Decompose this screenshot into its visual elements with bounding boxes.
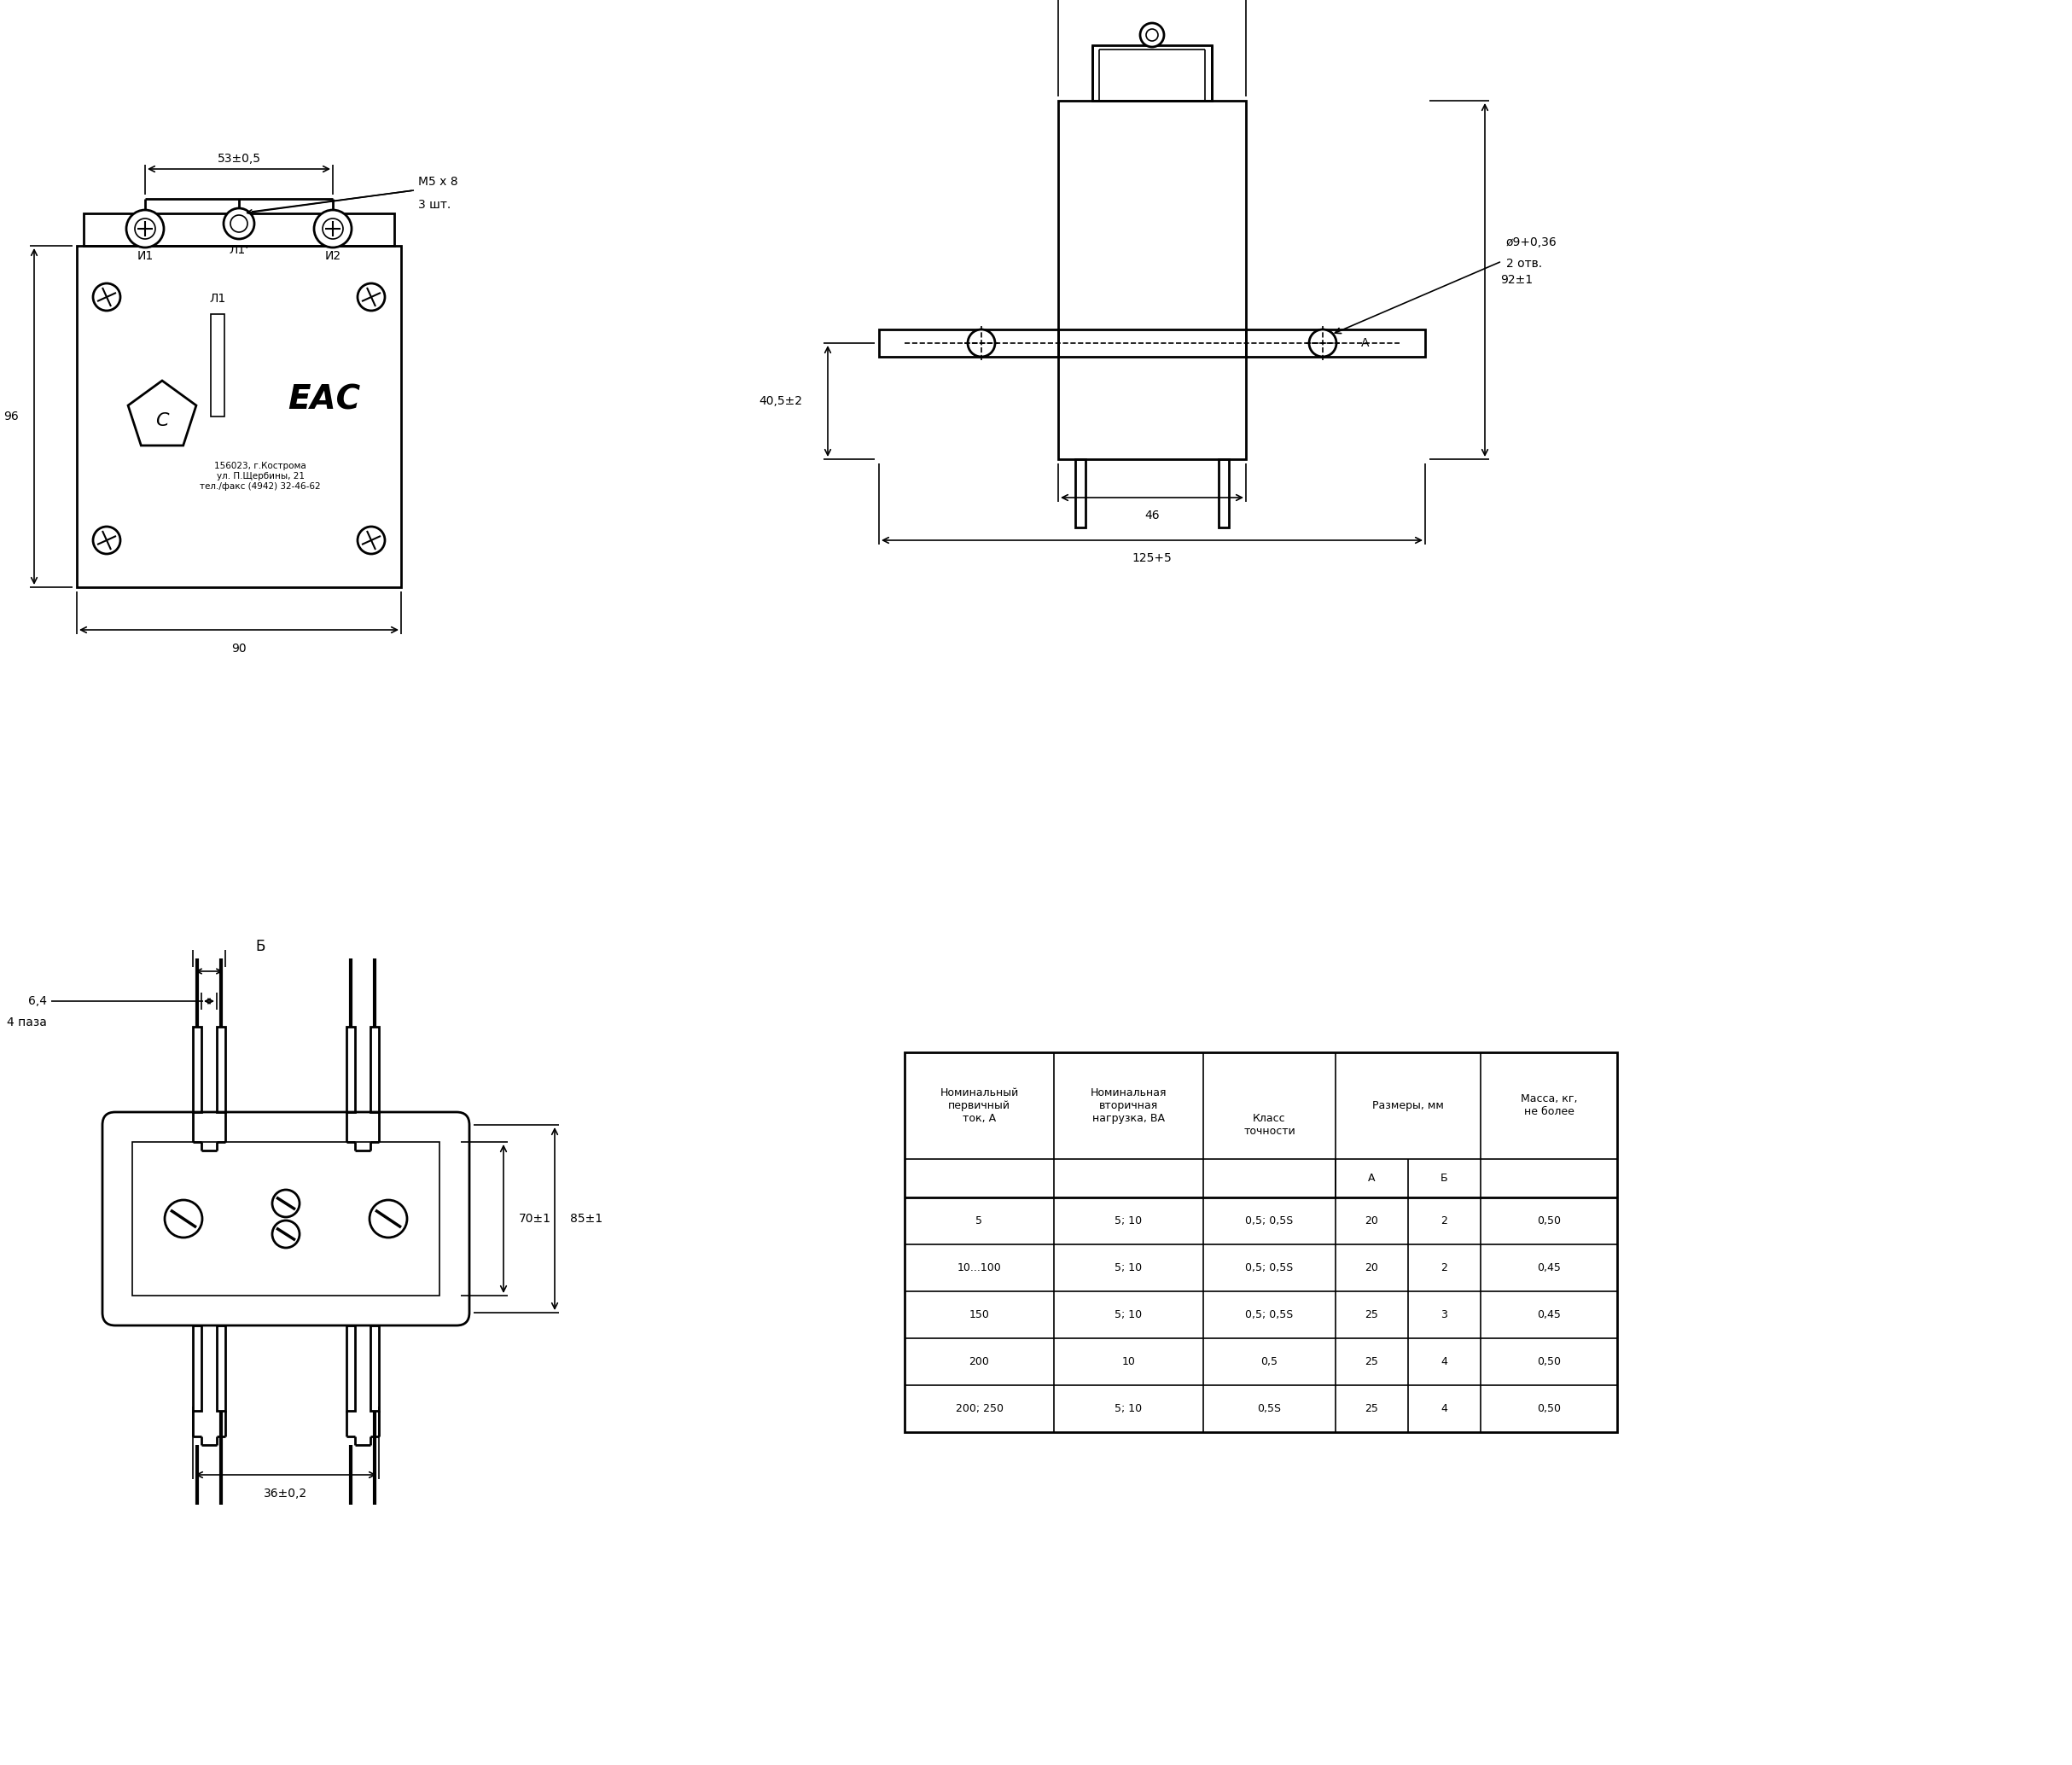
Text: 4: 4 [1440,1356,1448,1368]
Text: 0,5; 0,5S: 0,5; 0,5S [1245,1262,1293,1273]
Text: 4: 4 [1440,1403,1448,1414]
Text: 25: 25 [1365,1310,1378,1320]
Text: 20: 20 [1365,1262,1378,1273]
Bar [371,1326,379,1410]
Text: Б: Б [1440,1172,1448,1184]
Text: Номинальная
вторичная
нагрузка, ВА: Номинальная вторичная нагрузка, ВА [1090,1087,1167,1124]
Text: 6,4: 6,4 [29,995,48,1008]
Bar [133,1142,439,1296]
Circle shape [1140,23,1164,48]
Circle shape [135,219,155,238]
Bar [346,1326,354,1410]
Text: А: А [1361,337,1370,349]
Text: 20: 20 [1365,1216,1378,1227]
Text: Л1': Л1' [230,244,249,256]
Polygon shape [128,381,197,445]
Bar [218,1326,226,1410]
Circle shape [164,1200,203,1237]
Text: 0,5: 0,5 [1262,1356,1278,1368]
Text: 85±1: 85±1 [570,1213,603,1225]
Text: 10...100: 10...100 [957,1262,1001,1273]
Bar [905,1052,1616,1431]
Text: 0,50: 0,50 [1537,1403,1560,1414]
Bar [1092,46,1212,101]
Text: Номинальный
первичный
ток, А: Номинальный первичный ток, А [941,1087,1019,1124]
Circle shape [224,208,255,238]
Text: 0,5; 0,5S: 0,5; 0,5S [1245,1216,1293,1227]
Text: 0,5; 0,5S: 0,5; 0,5S [1245,1310,1293,1320]
Bar [1059,101,1245,459]
Text: 46: 46 [1144,510,1160,521]
Circle shape [968,330,995,357]
Text: 0,50: 0,50 [1537,1216,1560,1227]
Text: А: А [1368,1172,1376,1184]
Text: М5 х 8: М5 х 8 [419,177,458,187]
Bar [371,1027,379,1112]
Text: И2: И2 [325,251,342,261]
Text: 125+5: 125+5 [1131,552,1173,565]
Circle shape [358,526,385,554]
Text: 156023, г.Кострома
ул. П.Щербины, 21
тел./факс (4942) 32-46-62: 156023, г.Кострома ул. П.Щербины, 21 тел… [199,462,321,491]
Text: ЕАС: ЕАС [288,383,361,415]
Text: Б: Б [255,939,265,955]
Text: 0,45: 0,45 [1537,1310,1560,1320]
Text: 5; 10: 5; 10 [1115,1403,1142,1414]
Text: 200: 200 [970,1356,990,1368]
Text: Класс
точности: Класс точности [1243,1114,1295,1137]
Text: Л1: Л1 [209,293,226,305]
Circle shape [323,219,344,238]
Text: 5; 10: 5; 10 [1115,1216,1142,1227]
Text: 10: 10 [1121,1356,1135,1368]
Text: 2: 2 [1440,1216,1448,1227]
Text: 90: 90 [232,642,247,655]
Text: 96: 96 [4,411,19,422]
Bar [211,314,224,417]
Circle shape [369,1200,406,1237]
Circle shape [93,284,120,311]
Text: 5: 5 [976,1216,982,1227]
Bar [83,214,394,245]
Bar [193,1027,201,1112]
Text: 25: 25 [1365,1356,1378,1368]
Text: ø9+0,36: ø9+0,36 [1506,237,1558,249]
Bar [193,1326,201,1410]
Text: 92±1: 92±1 [1500,274,1533,286]
Circle shape [358,284,385,311]
Text: 2: 2 [1440,1262,1448,1273]
Circle shape [271,1190,300,1218]
Text: 0,50: 0,50 [1537,1356,1560,1368]
Text: 0,45: 0,45 [1537,1262,1560,1273]
Circle shape [1310,330,1336,357]
Text: 40,5±2: 40,5±2 [758,395,802,408]
Text: 5; 10: 5; 10 [1115,1262,1142,1273]
Text: 3 шт.: 3 шт. [419,199,452,210]
Text: И1: И1 [137,251,153,261]
Text: 5; 10: 5; 10 [1115,1310,1142,1320]
Circle shape [93,526,120,554]
Text: Масса, кг,
не более: Масса, кг, не более [1521,1094,1577,1117]
Circle shape [126,210,164,247]
Text: 36±0,2: 36±0,2 [263,1488,309,1500]
Bar [879,330,1426,357]
Text: 53±0,5: 53±0,5 [218,154,261,164]
Bar [1075,459,1086,528]
Circle shape [271,1220,300,1248]
Text: 3: 3 [1440,1310,1448,1320]
Text: Размеры, мм: Размеры, мм [1372,1100,1444,1112]
Bar [77,245,402,588]
Text: 0,5S: 0,5S [1258,1403,1280,1414]
Text: 2 отв.: 2 отв. [1506,258,1542,270]
Circle shape [315,210,352,247]
Text: 25: 25 [1365,1403,1378,1414]
Text: С: С [155,413,168,429]
Bar [218,1027,226,1112]
Circle shape [230,215,247,233]
Text: 70±1: 70±1 [518,1213,551,1225]
Bar [346,1027,354,1112]
Text: 200; 250: 200; 250 [955,1403,1003,1414]
Bar [1218,459,1229,528]
Circle shape [1146,28,1158,41]
Text: 4 паза: 4 паза [6,1017,48,1029]
Text: 150: 150 [970,1310,990,1320]
